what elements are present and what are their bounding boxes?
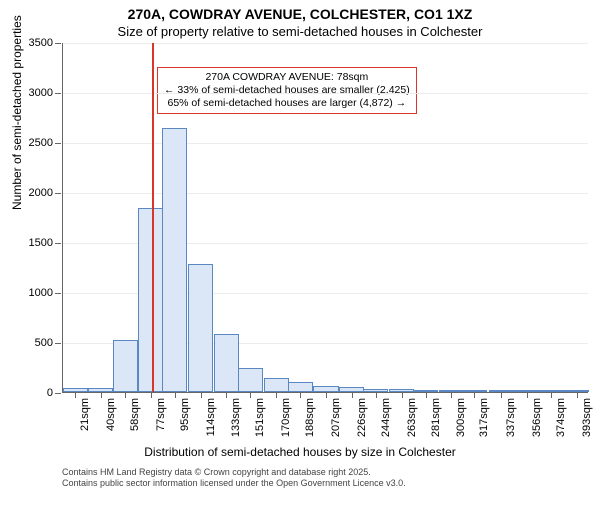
x-tick [577, 392, 578, 398]
histogram-bar [264, 378, 289, 392]
x-tick [326, 392, 327, 398]
x-tick-label: 281sqm [430, 398, 442, 437]
x-tick [474, 392, 475, 398]
histogram-bar [238, 368, 263, 392]
annotation-line3: 65% of semi-detached houses are larger (… [164, 97, 410, 110]
gridline [63, 93, 588, 94]
x-tick-label: 133sqm [230, 398, 242, 437]
y-axis-label: Number of semi-detached properties [10, 15, 24, 210]
x-tick [527, 392, 528, 398]
x-tick [201, 392, 202, 398]
y-tick [55, 343, 61, 344]
x-tick [125, 392, 126, 398]
y-tick [55, 43, 61, 44]
histogram-bar [162, 128, 187, 392]
x-tick-label: 244sqm [380, 398, 392, 437]
y-tick-label: 2500 [29, 137, 53, 149]
annotation-line1: 270A COWDRAY AVENUE: 78sqm [164, 71, 410, 84]
x-tick-label: 151sqm [254, 398, 266, 437]
gridline [63, 43, 588, 44]
y-tick-label: 1500 [29, 237, 53, 249]
x-tick-label: 114sqm [205, 398, 217, 436]
y-tick [55, 293, 61, 294]
x-tick-label: 21sqm [79, 398, 91, 431]
y-tick [55, 393, 61, 394]
x-tick-label: 226sqm [356, 398, 368, 437]
x-tick [226, 392, 227, 398]
gridline [63, 193, 588, 194]
footer-line2: Contains public sector information licen… [62, 478, 600, 489]
property-marker-line [152, 43, 154, 392]
y-tick [55, 93, 61, 94]
x-tick-label: 393sqm [581, 398, 593, 437]
x-tick [75, 392, 76, 398]
y-tick-label: 0 [47, 387, 53, 399]
x-tick [300, 392, 301, 398]
y-tick-label: 2000 [29, 187, 53, 199]
histogram-bar [188, 264, 213, 392]
x-tick [175, 392, 176, 398]
footer-line1: Contains HM Land Registry data © Crown c… [62, 467, 600, 478]
x-tick-label: 263sqm [406, 398, 418, 437]
x-tick-label: 300sqm [455, 398, 467, 437]
x-tick [426, 392, 427, 398]
x-tick-label: 188sqm [304, 398, 316, 437]
histogram-bar [113, 340, 138, 392]
chart-area: 270A COWDRAY AVENUE: 78sqm ← 33% of semi… [62, 43, 588, 393]
x-axis-label: Distribution of semi-detached houses by … [0, 445, 600, 459]
histogram-bar [288, 382, 313, 392]
annotation-box: 270A COWDRAY AVENUE: 78sqm ← 33% of semi… [157, 67, 417, 114]
y-tick-label: 1000 [29, 287, 53, 299]
y-tick [55, 193, 61, 194]
x-tick-label: 207sqm [330, 398, 342, 437]
x-tick [276, 392, 277, 398]
x-tick-label: 170sqm [280, 398, 292, 437]
histogram-bar [214, 334, 239, 392]
chart-title-line1: 270A, COWDRAY AVENUE, COLCHESTER, CO1 1X… [0, 6, 600, 22]
histogram-bar [138, 208, 163, 392]
footer-attribution: Contains HM Land Registry data © Crown c… [62, 467, 600, 490]
x-tick-label: 58sqm [129, 398, 141, 431]
gridline [63, 143, 588, 144]
y-tick [55, 243, 61, 244]
x-tick-label: 356sqm [531, 398, 543, 437]
x-tick [402, 392, 403, 398]
x-tick-label: 77sqm [155, 398, 167, 431]
x-tick [151, 392, 152, 398]
x-tick-label: 374sqm [555, 398, 567, 437]
x-tick-label: 95sqm [179, 398, 191, 431]
x-tick-label: 40sqm [105, 398, 117, 431]
x-tick [551, 392, 552, 398]
x-tick-label: 317sqm [478, 398, 490, 437]
y-tick-label: 500 [35, 337, 53, 349]
chart-title-line2: Size of property relative to semi-detach… [0, 24, 600, 39]
y-tick-label: 3000 [29, 87, 53, 99]
x-tick [451, 392, 452, 398]
y-tick [55, 143, 61, 144]
plot-area: 270A COWDRAY AVENUE: 78sqm ← 33% of semi… [62, 43, 588, 393]
y-tick-label: 3500 [29, 37, 53, 49]
annotation-line2: ← 33% of semi-detached houses are smalle… [164, 84, 410, 97]
x-tick-label: 337sqm [505, 398, 517, 437]
x-tick [376, 392, 377, 398]
x-tick [352, 392, 353, 398]
x-tick [250, 392, 251, 398]
x-tick [101, 392, 102, 398]
x-tick [501, 392, 502, 398]
